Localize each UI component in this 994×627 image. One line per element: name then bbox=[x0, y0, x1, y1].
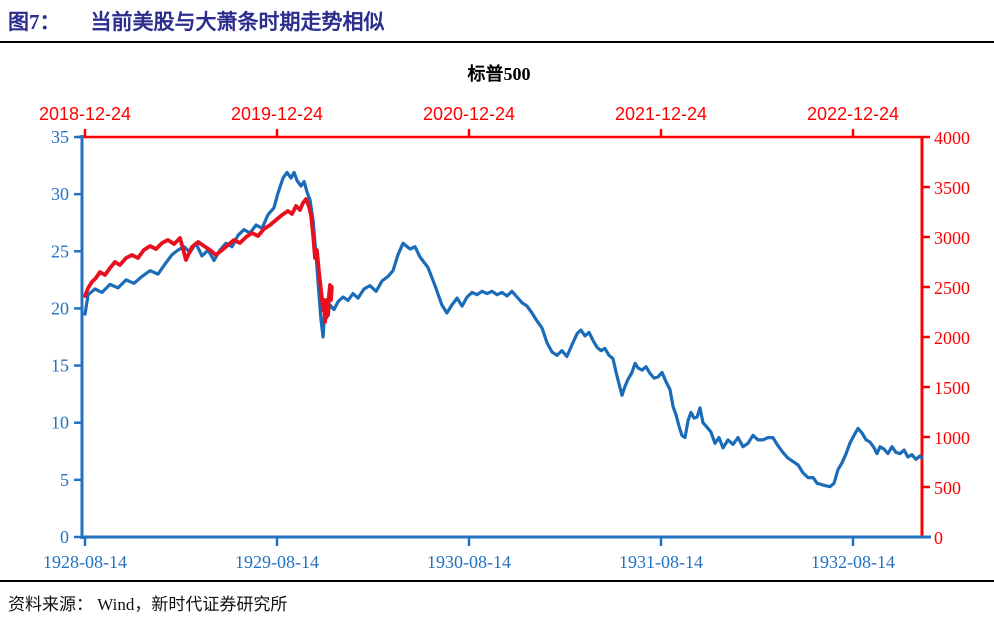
page-title: 当前美股与大萧条时期走势相似 bbox=[90, 10, 385, 34]
left-axis-tick-label: 0 bbox=[60, 527, 69, 547]
left-axis-tick-label: 5 bbox=[60, 470, 69, 490]
right-axis-tick-label: 2500 bbox=[934, 278, 970, 298]
left-axis-tick-label: 30 bbox=[51, 184, 69, 204]
left-axis-tick-label: 15 bbox=[51, 356, 69, 376]
bottom-axis-tick-label: 1928-08-14 bbox=[43, 552, 127, 572]
right-axis-tick-label: 4000 bbox=[934, 128, 970, 148]
figure-header: 图7： 当前美股与大萧条时期走势相似 bbox=[8, 6, 385, 36]
left-axis-tick-label: 10 bbox=[51, 413, 69, 433]
right-axis-tick-label: 2000 bbox=[934, 328, 970, 348]
left-axis-tick-label: 20 bbox=[51, 298, 69, 318]
top-axis-tick-label: 2022-12-24 bbox=[807, 104, 899, 124]
sp500-2018-2020-line bbox=[83, 197, 334, 324]
bottom-axis-tick-label: 1929-08-14 bbox=[235, 552, 319, 572]
left-axis-tick-label: 35 bbox=[51, 127, 69, 147]
source-divider bbox=[0, 580, 994, 582]
top-axis-tick-label: 2020-12-24 bbox=[423, 104, 515, 124]
source-note: 资料来源： Wind，新时代证券研究所 bbox=[8, 595, 288, 614]
bottom-axis-tick-label: 1932-08-14 bbox=[811, 552, 895, 572]
right-axis-tick-label: 0 bbox=[934, 528, 943, 548]
right-axis-tick-label: 1500 bbox=[934, 378, 970, 398]
bottom-axis-tick-label: 1931-08-14 bbox=[619, 552, 703, 572]
left-axis-tick-label: 25 bbox=[51, 241, 69, 261]
chart-legend-title: 标普500 bbox=[467, 63, 531, 84]
top-axis-tick-label: 2021-12-24 bbox=[615, 104, 707, 124]
top-axis-tick-label: 2018-12-24 bbox=[39, 104, 131, 124]
right-axis-tick-label: 3500 bbox=[934, 178, 970, 198]
title-divider bbox=[0, 41, 994, 43]
right-axis-tick-label: 500 bbox=[934, 478, 961, 498]
right-axis-tick-label: 3000 bbox=[934, 228, 970, 248]
right-axis-tick-label: 1000 bbox=[934, 428, 970, 448]
chart-canvas: 标普500 2018-12-24 2019-12-24 2020-12-24 2021… bbox=[39, 63, 970, 572]
dow-1928-1932-line bbox=[83, 170, 924, 489]
bottom-axis-tick-label: 1930-08-14 bbox=[427, 552, 511, 572]
top-axis-tick-label: 2019-12-24 bbox=[231, 104, 323, 124]
figure-number: 图7： bbox=[8, 10, 61, 34]
